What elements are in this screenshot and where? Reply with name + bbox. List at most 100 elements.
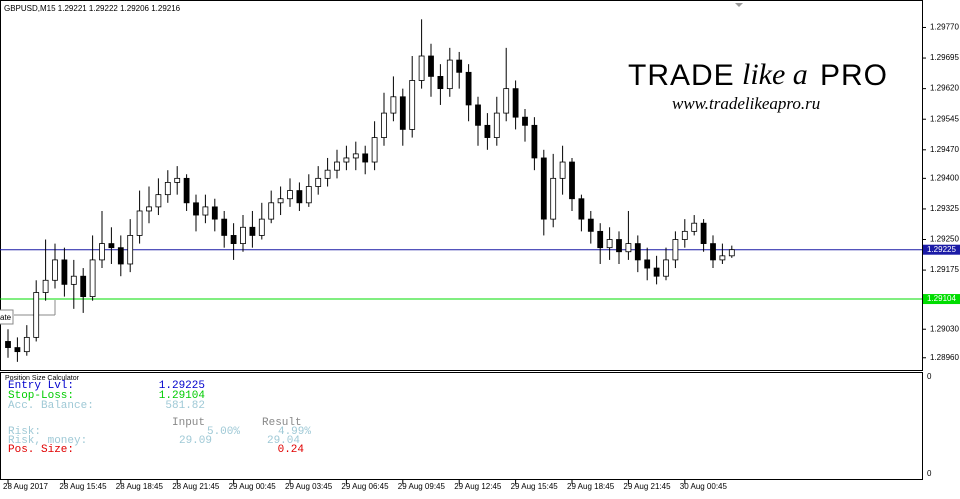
y-tick-label: 1.29695: [930, 53, 959, 62]
balance-label: Acc. Balance:: [8, 400, 94, 412]
chart-title: GBPUSD,M15 1.29221 1.29222 1.29206 1.292…: [4, 4, 181, 13]
candle-body: [418, 55, 425, 81]
price-tag: [923, 244, 960, 255]
stop-label: Stop-Loss:: [8, 390, 74, 402]
money-input: 29.09: [179, 435, 212, 447]
candle-body: [428, 55, 434, 77]
partial-button[interactable]: [0, 309, 14, 325]
partial-button-label: ate: [0, 313, 12, 322]
candle-body: [343, 157, 350, 163]
candle-body: [240, 226, 246, 244]
candle-body: [710, 243, 716, 261]
candle-body: [456, 59, 463, 73]
candle-body: [540, 157, 547, 220]
candle-body: [522, 116, 528, 126]
y-tick-label: 1.29250: [930, 235, 959, 244]
candle-body: [399, 96, 406, 130]
candle-body: [653, 267, 660, 277]
candle-body: [587, 218, 594, 232]
candle-body: [14, 347, 21, 353]
candle-body: [23, 336, 30, 353]
candle-body: [334, 161, 340, 171]
candle-body: [174, 177, 181, 183]
candle-body: [465, 71, 472, 106]
candle-body: [381, 112, 387, 138]
price-tag: [923, 294, 960, 305]
sub-frame: [0, 372, 923, 480]
y-tick-label: 1.29620: [930, 84, 959, 93]
candle-body: [146, 206, 152, 212]
risk-label: Risk:: [8, 426, 41, 438]
money-label: Risk, money:: [8, 435, 87, 447]
candle-body: [183, 177, 190, 204]
brand-url: www.tradelikeapro.ru: [672, 94, 820, 113]
x-tick-label: 29 Aug 06:45: [341, 482, 389, 491]
candle-body: [164, 182, 171, 196]
candle-body: [390, 96, 397, 114]
x-tick-label: 29 Aug 03:45: [285, 482, 333, 491]
x-tick-label: 28 Aug 18:45: [116, 482, 164, 491]
candle-body: [89, 259, 96, 297]
entry-value: 1.29225: [159, 380, 205, 392]
candle-body: [352, 153, 359, 159]
candle-body: [484, 124, 491, 138]
candle-body: [681, 230, 688, 240]
sub-axis-label: 0: [927, 372, 932, 381]
candle-body: [728, 249, 735, 257]
candle-body: [512, 88, 519, 118]
x-tick-label: 29 Aug 15:45: [511, 482, 559, 491]
y-tick-label: 1.29325: [930, 204, 959, 213]
candle-body: [193, 202, 199, 216]
y-tick-label: 1.29030: [930, 324, 959, 333]
candle-body: [230, 235, 237, 244]
candle-body: [258, 218, 265, 236]
candle-body: [719, 255, 726, 261]
candle-body: [61, 259, 68, 285]
x-tick-label: 29 Aug 18:45: [567, 482, 615, 491]
brand-3: PRO: [820, 59, 888, 92]
candle-body: [99, 243, 105, 261]
candle-body: [606, 239, 613, 249]
candle-body: [672, 239, 679, 261]
candle-body: [155, 194, 162, 208]
candle-body: [475, 104, 481, 126]
x-tick-label: 29 Aug 21:45: [623, 482, 671, 491]
candle-body: [569, 161, 575, 200]
candle-body: [221, 218, 228, 236]
candle-body: [202, 206, 209, 216]
candle-body: [70, 275, 77, 285]
entry-label: Entry Lvl:: [8, 380, 74, 392]
input-header: Input: [172, 417, 205, 429]
candle-body: [33, 292, 40, 338]
candle-body: [136, 210, 143, 236]
size-label: Pos. Size:: [8, 444, 74, 456]
candle-body: [644, 259, 651, 269]
candle-body: [371, 137, 378, 163]
candle-body: [437, 76, 444, 90]
result-header: Result: [262, 417, 302, 429]
y-tick-label: 1.29470: [930, 145, 959, 154]
candle-body: [446, 59, 453, 90]
candle-body: [249, 226, 256, 236]
brand-2: like a: [742, 58, 808, 91]
candle-body: [305, 186, 312, 204]
risk-input: 5.00%: [207, 426, 240, 438]
candle-body: [634, 243, 641, 261]
candle-body: [362, 153, 369, 163]
candle-body: [211, 206, 218, 220]
candle-body: [324, 169, 331, 179]
candle-body: [80, 275, 87, 298]
y-tick-label: 1.29400: [930, 173, 959, 182]
candle-body: [663, 259, 669, 277]
candle-body: [52, 259, 58, 281]
panel-title: Position Size Calculator: [5, 375, 80, 382]
candle-body: [108, 243, 115, 249]
candle-body: [5, 341, 11, 348]
candle-body: [277, 198, 284, 204]
candle-body: [268, 202, 275, 220]
candle-body: [503, 88, 510, 114]
watermark: TRADE like a PRO www.tradelikeapro.ru: [628, 58, 888, 113]
x-tick-label: 29 Aug 00:45: [229, 482, 277, 491]
